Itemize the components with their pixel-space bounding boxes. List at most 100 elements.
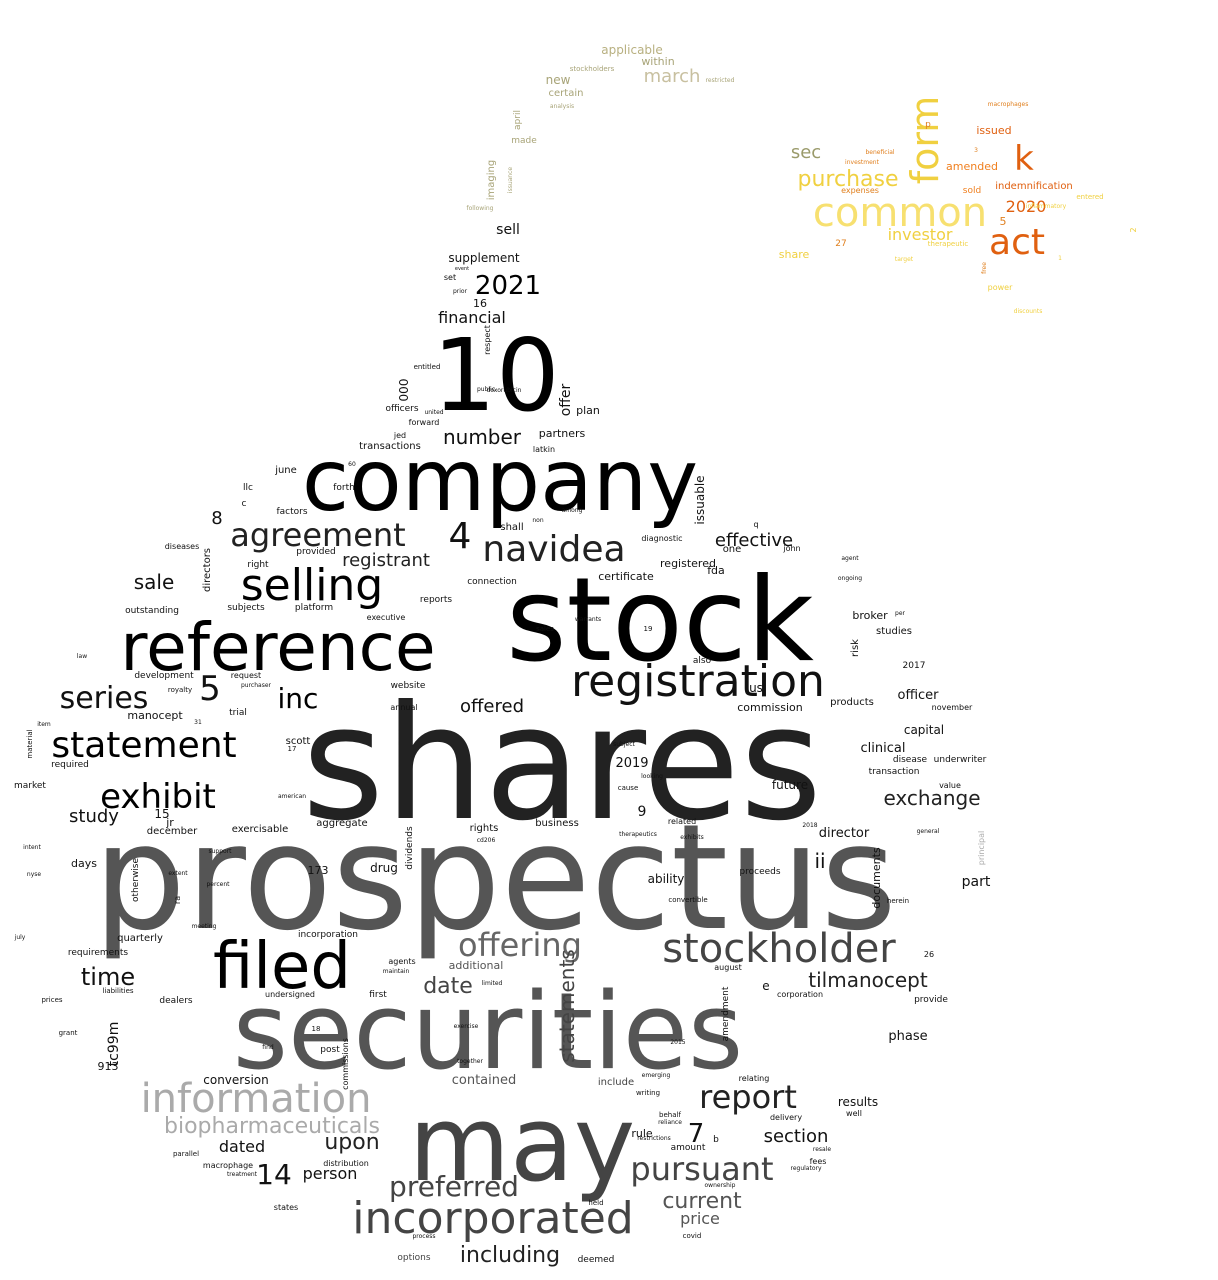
word: held	[588, 1199, 603, 1207]
word: macrophages	[988, 101, 1029, 108]
word: exhibit	[100, 777, 216, 817]
word: selling	[241, 560, 383, 611]
word: distribution	[323, 1159, 369, 1168]
word: diseases	[165, 542, 200, 551]
word: analysis	[550, 103, 574, 110]
word: certain	[549, 88, 584, 99]
word: broker	[852, 609, 888, 622]
word: scott	[286, 736, 311, 747]
word: share	[779, 248, 810, 261]
word: conversion	[203, 1073, 269, 1087]
word: plan	[576, 404, 600, 417]
word: indemnification	[995, 181, 1073, 192]
word: writing	[636, 1089, 660, 1097]
word: 19	[644, 625, 653, 633]
word: stockholder	[662, 926, 896, 972]
word: covid	[683, 1232, 702, 1240]
word: securities	[233, 970, 743, 1093]
word: incorporated	[352, 1193, 633, 1244]
word: llc	[243, 483, 253, 493]
word: john	[782, 544, 800, 553]
word: offer	[558, 383, 574, 416]
word: issued	[976, 124, 1011, 137]
word: 60	[348, 461, 356, 468]
word: percent	[207, 881, 231, 888]
word: disease	[893, 755, 928, 765]
word: macrophage	[203, 1161, 253, 1170]
word: shall	[500, 522, 523, 533]
word: incorporation	[298, 930, 358, 940]
word: factors	[276, 507, 307, 517]
word: otherwise	[131, 858, 141, 903]
word: director	[819, 826, 870, 841]
fire-cluster: form common act purchase k investor 2020…	[779, 96, 1138, 315]
word: business	[535, 818, 579, 829]
word: jr	[165, 816, 174, 829]
word: outstanding	[125, 606, 179, 616]
word: trial	[229, 708, 247, 718]
word: may	[409, 1083, 636, 1205]
word: law	[77, 653, 87, 660]
word: c	[242, 499, 247, 509]
word: therapeutics	[619, 831, 657, 838]
word: public	[477, 386, 495, 393]
word: clinical	[861, 741, 906, 756]
word: parallel	[173, 1150, 199, 1158]
word: 2015	[670, 1039, 685, 1046]
word: 3	[974, 147, 978, 154]
word: 2021	[475, 271, 541, 301]
word: 5	[199, 669, 221, 709]
word: statement	[51, 725, 236, 766]
word: herein	[887, 897, 909, 905]
word: options	[397, 1253, 430, 1263]
word: request	[231, 671, 261, 680]
word: transactions	[359, 441, 421, 452]
word: one	[723, 544, 742, 555]
word: part	[962, 874, 991, 890]
word: among	[562, 507, 583, 514]
word: date	[423, 974, 473, 999]
word: reference	[120, 609, 435, 686]
word: documents	[870, 847, 883, 908]
word: preferred	[389, 1170, 519, 1203]
word: looking	[641, 773, 663, 780]
word: information	[141, 1076, 372, 1122]
word: cause	[618, 784, 639, 792]
bird-cluster: applicable within march new certain made…	[467, 43, 735, 212]
word: item	[37, 721, 51, 728]
word: event	[455, 266, 469, 272]
word: report	[699, 1078, 797, 1116]
word: dividends	[405, 826, 415, 870]
word: ability	[648, 872, 685, 886]
word: issuance	[507, 167, 514, 194]
word: act	[989, 222, 1045, 263]
word: maintain	[383, 968, 410, 975]
word: nyse	[27, 871, 41, 878]
word: regulatory	[790, 1165, 821, 1172]
word: manocept	[127, 709, 183, 722]
word: 26	[924, 950, 934, 959]
word: emerging	[642, 1072, 671, 1079]
word: 31	[194, 719, 202, 726]
word: extent	[168, 870, 188, 877]
word: december	[147, 826, 198, 837]
word: exchange	[883, 786, 980, 810]
word: additional	[449, 959, 504, 972]
word: rule	[631, 1127, 653, 1140]
word: investment	[845, 159, 880, 166]
word: sold	[963, 186, 981, 196]
word: study	[69, 806, 119, 827]
small-words: dated person price contained conversion …	[14, 222, 991, 1265]
word: common	[813, 190, 987, 236]
word: warrants	[575, 616, 601, 623]
word: phase	[888, 1029, 927, 1044]
word: company	[302, 431, 698, 531]
word: 000	[397, 379, 411, 402]
word: target	[895, 256, 914, 263]
word: results	[838, 1095, 878, 1109]
word: filed	[213, 930, 351, 1004]
word: 5	[1000, 215, 1007, 228]
word: exercisable	[232, 824, 289, 835]
word: dealers	[159, 996, 193, 1006]
word: latkin	[533, 445, 555, 454]
